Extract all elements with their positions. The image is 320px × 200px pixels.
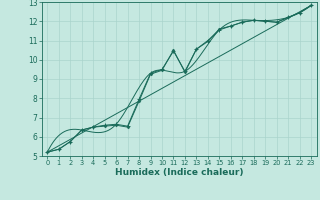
- X-axis label: Humidex (Indice chaleur): Humidex (Indice chaleur): [115, 168, 244, 177]
